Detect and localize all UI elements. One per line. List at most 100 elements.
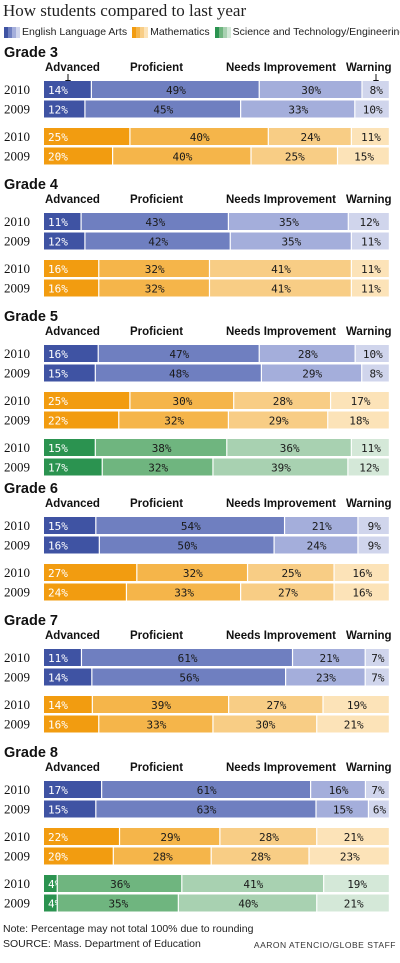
science-bar-2009: 2009 17% 32% 39% 12%	[4, 458, 389, 476]
math-bar-2009: 2009 22% 32% 29% 18%	[4, 411, 389, 429]
data-label: 6%	[373, 804, 387, 817]
level-label: Warning	[346, 62, 392, 74]
data-label: 40%	[238, 898, 258, 911]
data-label: 27%	[278, 587, 298, 600]
bar-segment-needs-improvement	[182, 875, 324, 892]
bar-segment-proficient	[92, 696, 229, 713]
data-label: 15%	[48, 368, 68, 381]
bar-segment-needs-improvement	[293, 649, 365, 666]
level-label: Needs Improvement	[226, 498, 336, 510]
data-label: 28%	[298, 348, 318, 361]
data-label: 16%	[48, 348, 68, 361]
level-label: Advanced	[45, 498, 100, 510]
data-label: 33%	[147, 719, 167, 732]
level-label: Proficient	[130, 630, 183, 642]
legend-swatch	[218, 26, 223, 38]
data-label: 15%	[48, 520, 68, 533]
bar-segment-advanced	[44, 345, 98, 362]
bar-segment-advanced	[44, 100, 85, 118]
bar-segment-warning	[328, 411, 389, 429]
bar-segment-proficient	[127, 583, 241, 601]
year-label: 2010	[4, 650, 30, 665]
bar-segment-advanced	[44, 260, 99, 277]
data-label: 7%	[371, 672, 385, 685]
year-label: 2010	[4, 876, 30, 891]
chart-title: How students compared to last year	[3, 1, 247, 20]
data-label: 12%	[48, 236, 68, 249]
data-label: 23%	[316, 672, 336, 685]
level-label: Advanced	[45, 762, 100, 774]
legend-swatch	[140, 26, 145, 38]
data-label: 21%	[312, 520, 332, 533]
bar-segment-proficient	[120, 828, 220, 845]
year-label: 2010	[4, 393, 30, 408]
year-label: 2010	[4, 518, 30, 533]
grade-heading: Grade 5	[4, 309, 58, 325]
bar-segment-warning	[351, 279, 389, 297]
data-label: 18%	[349, 415, 369, 428]
data-label: 41%	[243, 878, 263, 891]
data-label: 21%	[344, 898, 364, 911]
bar-segment-proficient	[92, 668, 285, 686]
bar-segment-proficient	[96, 800, 316, 818]
year-label: 2010	[4, 214, 30, 229]
bar-segment-needs-improvement	[285, 517, 358, 534]
data-label: 7%	[371, 652, 385, 665]
data-label: 24%	[48, 587, 68, 600]
legend: English Language Arts Mathematics Scienc…	[4, 25, 400, 39]
data-label: 9%	[368, 540, 382, 553]
data-label: 25%	[285, 151, 305, 164]
bar-segment-advanced	[44, 800, 96, 818]
bar-segment-needs-improvement	[211, 847, 309, 865]
data-label: 10%	[363, 104, 383, 117]
data-label: 14%	[48, 672, 68, 685]
math-bar-2010: 2010 25% 30% 28% 17%	[4, 392, 389, 409]
bar-segment-advanced	[44, 392, 130, 409]
level-label: Proficient	[130, 762, 183, 774]
bar-segment-proficient	[99, 715, 213, 733]
credit-line: AARON ATENCIO/GLOBE STAFF	[253, 940, 396, 950]
data-label: 14%	[48, 699, 68, 712]
bar-segment-needs-improvement	[259, 81, 362, 98]
data-label: 16%	[48, 540, 68, 553]
bar-segment-warning	[317, 715, 389, 733]
legend-label: Mathematics	[150, 26, 210, 38]
bar-segment-needs-improvement	[230, 232, 351, 250]
data-label: 11%	[361, 442, 381, 455]
level-label: Advanced	[45, 62, 100, 74]
bar-segment-proficient	[91, 81, 259, 98]
bar-segment-advanced	[44, 715, 99, 733]
ela-bar-2010: 2010 16% 47% 28% 10%	[4, 345, 389, 362]
data-label: 28%	[251, 851, 271, 864]
data-label: 12%	[360, 216, 380, 229]
data-label: 43%	[145, 216, 165, 229]
science-bar-2010: 2010 4% 36% 41% 19%	[4, 875, 389, 892]
bar-segment-needs-improvement	[259, 345, 355, 362]
bar-segment-warning	[362, 364, 389, 382]
bar-segment-advanced	[44, 458, 102, 476]
bar-segment-proficient	[137, 564, 247, 581]
level-label: Warning	[346, 630, 392, 642]
bar-segment-needs-improvement	[316, 800, 368, 818]
data-label: 38%	[152, 442, 172, 455]
bar-segment-proficient	[130, 392, 234, 409]
bar-segment-advanced	[44, 847, 113, 865]
year-label: 2010	[4, 782, 30, 797]
bar-segment-advanced	[44, 439, 95, 456]
data-label: 8%	[370, 368, 384, 381]
data-label: 48%	[169, 368, 189, 381]
data-label: 30%	[256, 719, 276, 732]
ela-bar-2010: 2010 14% 49% 30% 8%	[4, 81, 389, 98]
bar-segment-warning	[334, 583, 389, 601]
bar-segment-warning	[355, 100, 389, 118]
level-label: Proficient	[130, 62, 183, 74]
bar-segment-needs-improvement	[229, 696, 323, 713]
ela-bar-2009: 2009 12% 45% 33% 10%	[4, 100, 389, 118]
grade-heading: Grade 3	[4, 45, 58, 61]
data-label: 16%	[352, 567, 372, 580]
data-label: 11%	[48, 652, 68, 665]
